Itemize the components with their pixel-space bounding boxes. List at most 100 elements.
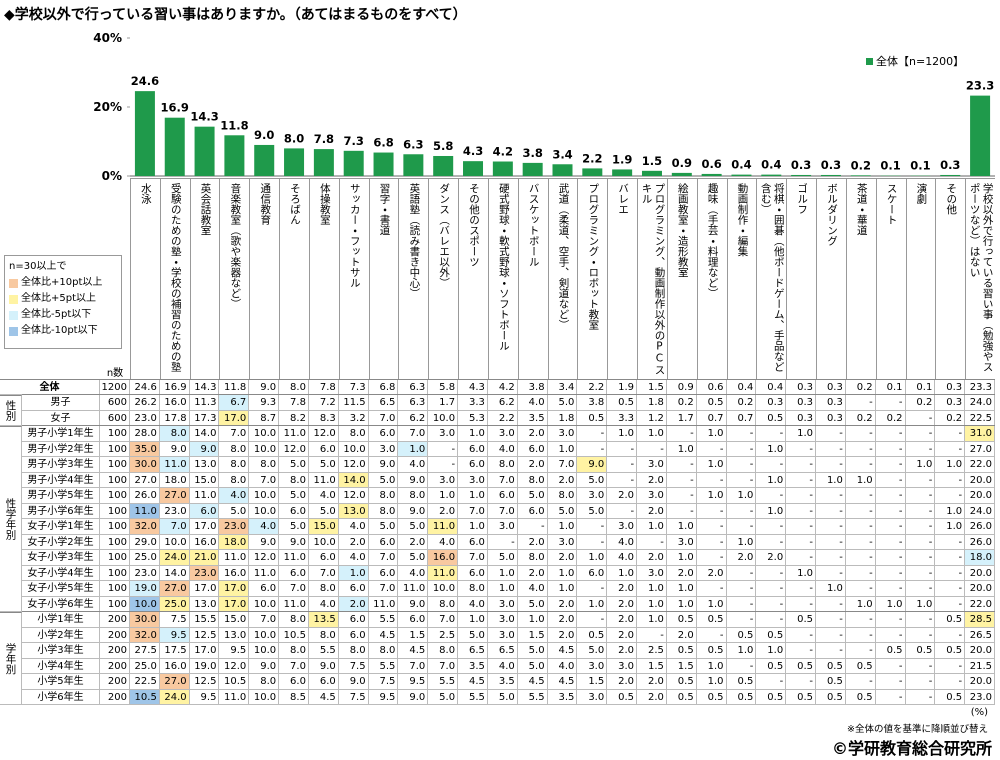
- group-border: [22, 425, 995, 426]
- table-cell: 8.0: [368, 488, 399, 504]
- table-cell: 7.8: [279, 395, 309, 411]
- table-cell: -: [666, 426, 697, 442]
- table-cell: 0.4: [756, 379, 787, 395]
- table-cell: 10.0: [249, 503, 280, 519]
- bar: [582, 168, 603, 176]
- table-cell: 6.0: [249, 581, 280, 597]
- category-label: 水泳: [139, 183, 152, 204]
- table-cell: 7.5: [338, 689, 369, 705]
- table-cell: 0.3: [786, 395, 817, 411]
- table-cell: -: [816, 627, 846, 643]
- value-label: 0.1: [910, 159, 930, 173]
- table-cell: 4.3: [458, 379, 488, 395]
- row-label: 小学5年生: [22, 674, 100, 690]
- table-cell: 8.0: [517, 550, 548, 566]
- bar: [761, 174, 782, 176]
- table-cell: 5.0: [517, 643, 548, 659]
- table-cell: 6.0: [338, 627, 369, 643]
- value-label: 9.0: [254, 128, 274, 142]
- table-cell: 22.5: [965, 410, 995, 426]
- table-cell: 0.5: [607, 689, 638, 705]
- table-cell: 23.0: [159, 503, 190, 519]
- table-cell: 4.0: [338, 519, 369, 535]
- table-cell: 1.0: [666, 550, 697, 566]
- table-cell: 8.0: [458, 581, 488, 597]
- table-cell: 22.5: [130, 674, 160, 690]
- row-label: 全体: [0, 379, 100, 395]
- category-header: サッカー・フットサル: [338, 178, 369, 379]
- table-cell: 7.0: [368, 581, 399, 597]
- table-cell: 1.0: [756, 503, 787, 519]
- table-cell: 6.0: [458, 534, 488, 550]
- value-label: 6.8: [373, 136, 393, 150]
- table-cell: -: [786, 643, 817, 659]
- table-cell: -: [696, 441, 727, 457]
- table-cell: 4.0: [487, 658, 518, 674]
- table-cell: 3.3: [458, 395, 488, 411]
- table-cell: -: [577, 534, 608, 550]
- table-cell: 2.0: [607, 596, 638, 612]
- table-cell: -: [816, 457, 846, 473]
- n-cell: 200: [100, 612, 130, 628]
- table-cell: 1.0: [637, 612, 667, 628]
- table-cell: 6.0: [368, 534, 399, 550]
- table-cell: 1.5: [398, 627, 429, 643]
- table-cell: 7.0: [398, 426, 429, 442]
- table-cell: 11.0: [368, 596, 399, 612]
- table-cell: 6.5: [368, 395, 399, 411]
- table-cell: 7.0: [308, 565, 339, 581]
- table-cell: 11.0: [130, 503, 160, 519]
- table-cell: -: [875, 426, 906, 442]
- table-cell: 14.0: [159, 565, 190, 581]
- table-cell: 0.2: [845, 379, 876, 395]
- table-cell: -: [517, 519, 548, 535]
- table-cell: 12.0: [279, 441, 309, 457]
- bar: [164, 117, 185, 176]
- table-cell: 5.3: [458, 410, 488, 426]
- table-cell: 11.0: [279, 426, 309, 442]
- table-cell: 17.5: [159, 643, 190, 659]
- table-cell: -: [875, 658, 906, 674]
- category-header: 趣味（手芸・料理など）: [696, 178, 727, 379]
- table-cell: 5.0: [487, 689, 518, 705]
- table-cell: 5.0: [577, 643, 608, 659]
- table-cell: -: [666, 503, 697, 519]
- table-cell: 6.0: [517, 503, 548, 519]
- table-cell: -: [637, 534, 667, 550]
- table-cell: 5.0: [368, 472, 399, 488]
- table-cell: 1.0: [696, 488, 727, 504]
- table-cell: 9.3: [249, 395, 280, 411]
- table-cell: 17.0: [219, 596, 250, 612]
- table-cell: 26.2: [130, 395, 160, 411]
- table-cell: -: [756, 674, 787, 690]
- table-cell: 21.0: [189, 550, 220, 566]
- n-cell: 1200: [100, 379, 130, 395]
- legend-label: 全体比-10pt以下: [21, 325, 98, 336]
- table-cell: 14.0: [338, 472, 369, 488]
- table-cell: 3.0: [487, 519, 518, 535]
- table-cell: -: [786, 503, 817, 519]
- table-cell: 5.0: [517, 488, 548, 504]
- table-cell: 27.0: [159, 488, 190, 504]
- table-cell: 6.0: [577, 565, 608, 581]
- table-cell: 27.0: [965, 441, 995, 457]
- table-cell: 1.0: [458, 519, 488, 535]
- table-cell: -: [726, 565, 757, 581]
- table-cell: -: [845, 674, 876, 690]
- table-cell: -: [875, 689, 906, 705]
- table-cell: 19.0: [189, 658, 220, 674]
- table-cell: -: [756, 457, 787, 473]
- table-cell: 8.0: [219, 472, 250, 488]
- table-cell: 3.0: [428, 426, 459, 442]
- table-cell: 4.5: [458, 674, 488, 690]
- table-cell: 8.0: [279, 472, 309, 488]
- table-cell: 4.0: [308, 596, 339, 612]
- table-cell: 2.0: [607, 488, 638, 504]
- table-cell: 6.3: [398, 395, 429, 411]
- table-cell: 1.0: [577, 550, 608, 566]
- table-cell: 1.0: [756, 472, 787, 488]
- table-cell: 7.0: [428, 658, 459, 674]
- value-label: 6.3: [403, 137, 423, 151]
- bar: [492, 161, 513, 176]
- table-cell: -: [875, 488, 906, 504]
